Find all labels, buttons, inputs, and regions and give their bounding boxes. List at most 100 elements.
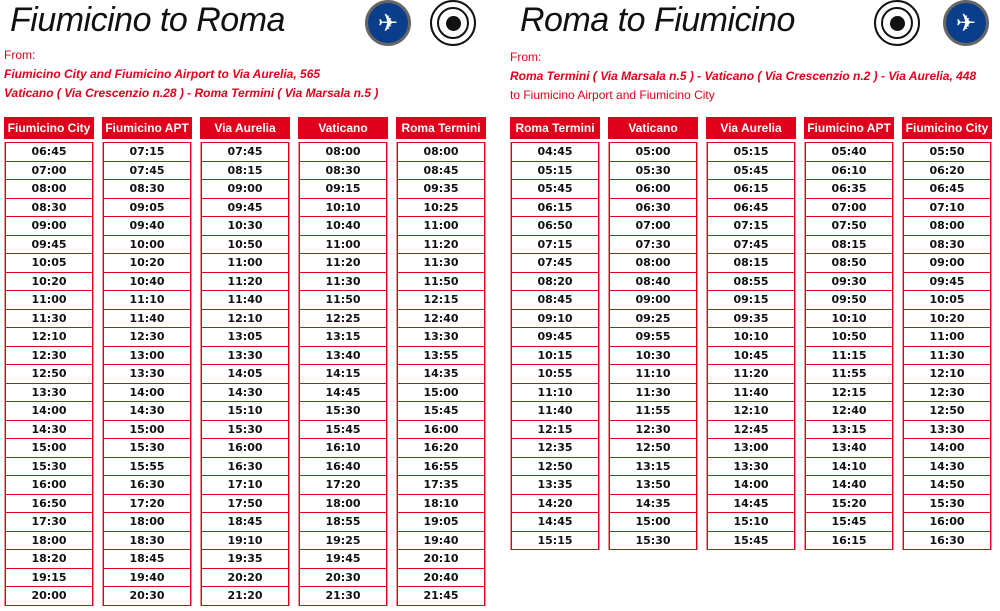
time-cell: 08:30 <box>5 198 93 217</box>
time-cell: 12:50 <box>511 457 599 476</box>
time-cell: 11:40 <box>103 309 191 328</box>
time-cell: 13:00 <box>103 346 191 365</box>
time-cell: 14:00 <box>5 402 93 421</box>
time-cell: 07:50 <box>805 217 893 236</box>
time-cell: 18:45 <box>201 513 289 532</box>
time-cell: 21:20 <box>201 587 289 606</box>
schedule-column: Roma Termini 04:45 05:15 05:45 06:15 06:50 07:… <box>510 117 600 550</box>
time-cell: 15:45 <box>397 402 485 421</box>
time-cell: 15:00 <box>609 513 697 532</box>
time-cell: 08:00 <box>5 180 93 199</box>
time-cell: 09:15 <box>707 291 795 310</box>
column-header: Fiumicino APT <box>804 117 894 139</box>
time-cell: 14:30 <box>903 457 991 476</box>
time-cell: 06:45 <box>707 198 795 217</box>
time-cell: 20:40 <box>397 568 485 587</box>
time-cell: 13:40 <box>805 439 893 458</box>
time-cell: 10:20 <box>903 309 991 328</box>
time-cell: 11:00 <box>903 328 991 347</box>
time-cell: 17:10 <box>201 476 289 495</box>
from-label: From: <box>4 48 36 62</box>
time-cell: 13:15 <box>299 328 387 347</box>
time-cell: 12:10 <box>903 365 991 384</box>
time-cell: 06:45 <box>5 142 93 162</box>
time-cell: 18:00 <box>5 531 93 550</box>
airplane-icon: ✈ <box>943 0 989 46</box>
route-description: From: Fiumicino City and Fiumicino Airpo… <box>4 46 378 103</box>
time-cell: 08:30 <box>903 235 991 254</box>
time-cell: 12:15 <box>805 383 893 402</box>
schedule-column: Fiumicino City 06:45 07:00 08:00 08:30 09:00 0… <box>4 117 94 606</box>
section-title: Fiumicino to Roma <box>10 1 285 39</box>
column-header: Vaticano <box>298 117 388 139</box>
time-cell: 07:00 <box>805 198 893 217</box>
time-cell: 13:50 <box>609 476 697 495</box>
time-cell: 05:30 <box>609 161 697 180</box>
time-cell: 14:30 <box>201 383 289 402</box>
time-cell: 05:40 <box>805 142 893 162</box>
time-cell: 10:40 <box>103 272 191 291</box>
time-cell: 17:50 <box>201 494 289 513</box>
time-cell: 09:05 <box>103 198 191 217</box>
time-cell: 10:50 <box>201 235 289 254</box>
time-cell: 13:30 <box>103 365 191 384</box>
time-cell: 16:00 <box>201 439 289 458</box>
time-cell: 16:30 <box>201 457 289 476</box>
time-cell: 09:35 <box>397 180 485 199</box>
time-cell: 13:30 <box>201 346 289 365</box>
time-cell: 13:00 <box>707 439 795 458</box>
column-header: Roma Termini <box>510 117 600 139</box>
time-cell: 09:30 <box>805 272 893 291</box>
time-cell: 10:10 <box>707 328 795 347</box>
time-cell: 06:45 <box>903 180 991 199</box>
time-cell: 10:10 <box>299 198 387 217</box>
time-cell: 11:00 <box>299 235 387 254</box>
time-cell: 08:00 <box>903 217 991 236</box>
time-cell: 14:40 <box>805 476 893 495</box>
time-cell: 08:50 <box>805 254 893 273</box>
time-cell: 19:10 <box>201 531 289 550</box>
time-cell: 13:30 <box>397 328 485 347</box>
time-list: 05:00 05:30 06:00 06:30 07:00 07:30 08:00 08:40… <box>608 142 698 550</box>
from-label: From: <box>510 50 542 64</box>
time-cell: 19:05 <box>397 513 485 532</box>
time-cell: 18:55 <box>299 513 387 532</box>
time-cell: 09:00 <box>903 254 991 273</box>
time-cell: 14:45 <box>299 383 387 402</box>
time-cell: 18:10 <box>397 494 485 513</box>
time-cell: 14:10 <box>805 457 893 476</box>
time-cell: 10:15 <box>511 346 599 365</box>
time-cell: 06:15 <box>707 180 795 199</box>
time-cell: 15:55 <box>103 457 191 476</box>
time-cell: 09:40 <box>103 217 191 236</box>
time-cell: 10:30 <box>201 217 289 236</box>
time-cell: 15:10 <box>201 402 289 421</box>
time-cell: 12:10 <box>5 328 93 347</box>
time-list: 08:00 08:45 09:35 10:25 11:00 11:20 11:30 11:50… <box>396 142 486 606</box>
airplane-icon: ✈ <box>365 0 411 46</box>
time-cell: 11:30 <box>5 309 93 328</box>
time-cell: 10:50 <box>805 328 893 347</box>
time-list: 08:00 08:30 09:15 10:10 10:40 11:00 11:20 11:30… <box>298 142 388 606</box>
time-cell: 09:45 <box>201 198 289 217</box>
time-list: 07:45 08:15 09:00 09:45 10:30 10:50 11:00 11:20… <box>200 142 290 606</box>
route-line-2: to Fiumicino Airport and Fiumicino City <box>510 88 715 102</box>
time-list: 05:50 06:20 06:45 07:10 08:00 08:30 09:00 09:45… <box>902 142 992 550</box>
time-cell: 16:40 <box>299 457 387 476</box>
time-cell: 18:00 <box>103 513 191 532</box>
time-cell: 12:50 <box>903 402 991 421</box>
time-cell: 14:15 <box>299 365 387 384</box>
time-cell: 10:30 <box>609 346 697 365</box>
time-cell: 10:25 <box>397 198 485 217</box>
time-cell: 10:10 <box>805 309 893 328</box>
time-cell: 14:30 <box>103 402 191 421</box>
time-cell: 11:50 <box>397 272 485 291</box>
time-cell: 11:00 <box>5 291 93 310</box>
time-cell: 11:10 <box>609 365 697 384</box>
time-cell: 05:15 <box>511 161 599 180</box>
time-cell: 11:00 <box>201 254 289 273</box>
time-cell: 09:15 <box>299 180 387 199</box>
time-cell: 05:45 <box>511 180 599 199</box>
time-cell: 16:30 <box>903 531 991 550</box>
column-header: Fiumicino City <box>4 117 94 139</box>
